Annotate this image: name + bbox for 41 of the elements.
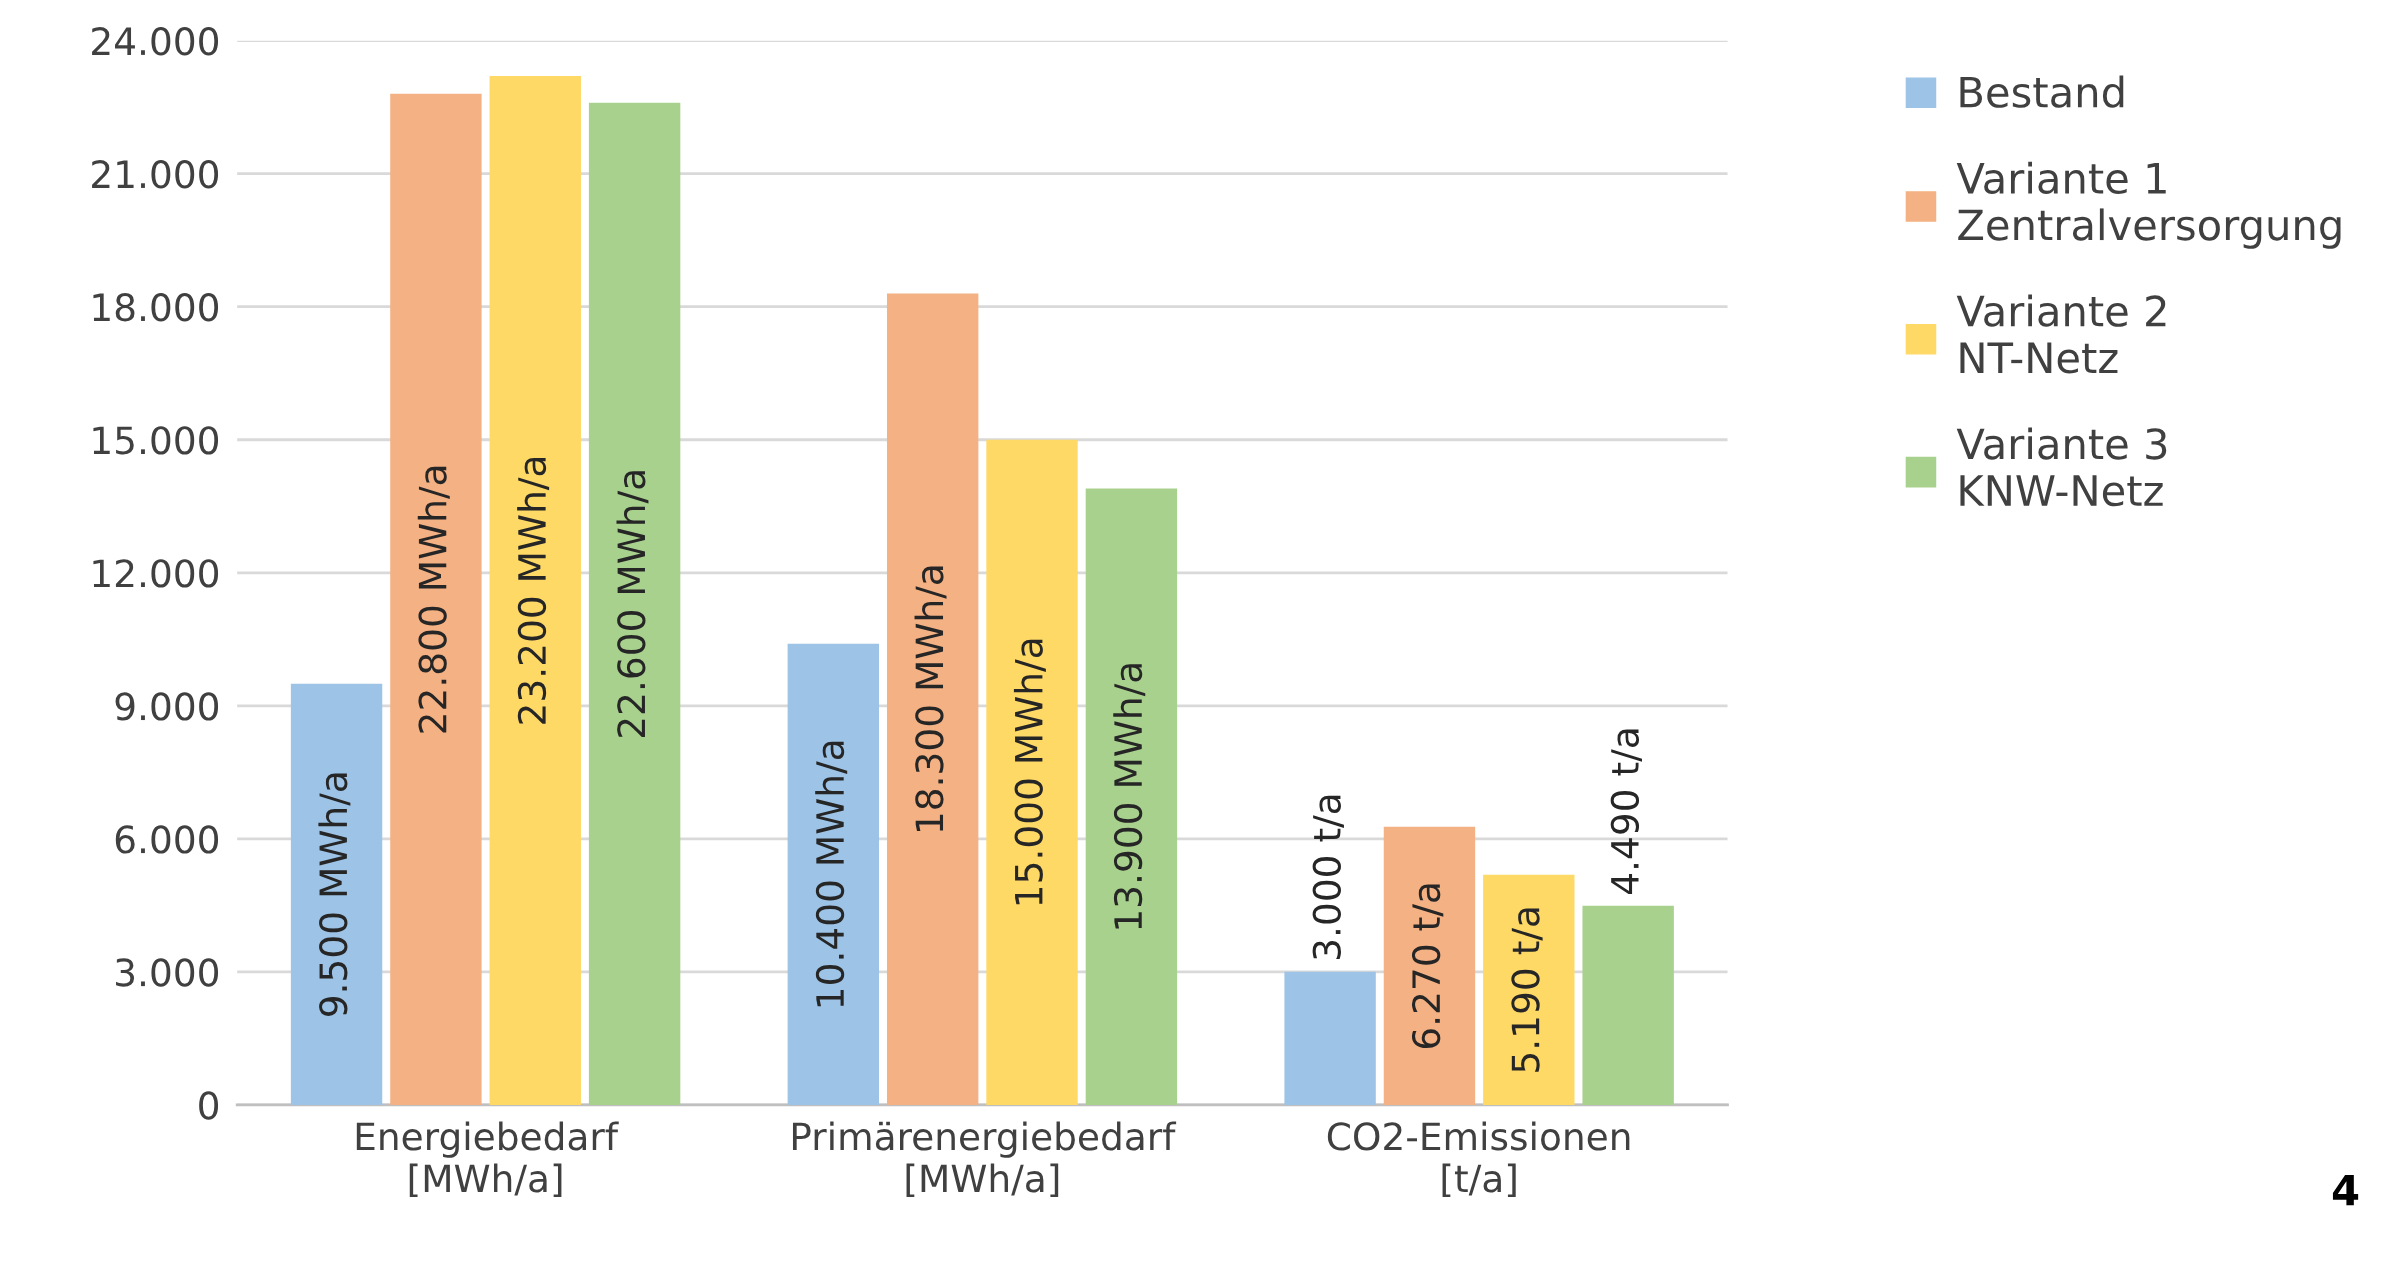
bar [1284,971,1376,1105]
bar [986,439,1078,1105]
legend-label: Variante 1 Zentralversorgung [1956,161,2341,249]
legend-label: Variante 2 NT-Netz [1956,294,2166,374]
data-label: 13.900 MWh/a [1113,664,1146,929]
bar [886,293,979,1105]
y-tick-label: 24.000 [92,27,219,56]
legend-label: Bestand [1960,75,2124,108]
data-label: 18.300 MWh/a [914,566,947,831]
bar [390,93,482,1105]
data-label: 4.490 t/a [1610,729,1642,894]
y-tick-label: 18.000 [93,293,219,322]
bar [1085,488,1178,1105]
x-tick-label: CO2-Emissionen [t/a] [1327,1121,1630,1197]
bar [1582,905,1674,1105]
x-tick-label: Primärenergiebedarf [MWh/a] [792,1121,1177,1197]
data-label: 5.190 t/a [1511,908,1543,1072]
data-label: 15.000 MWh/a [1013,639,1046,905]
data-label: 3.000 t/a [1312,795,1344,960]
text: 4 [2332,1174,2359,1206]
bar [489,76,581,1105]
y-tick-label: 9.000 [115,692,219,721]
bar [290,683,383,1105]
data-label: 22.600 MWh/a [616,471,649,738]
bar [1483,874,1575,1105]
y-tick-label: 12.000 [93,559,219,588]
y-tick-label: 3.000 [116,958,219,987]
legend-label: Variante 3 KNW-Netz [1956,427,2167,507]
y-tick-label: 21.000 [92,160,219,189]
y-tick-label: 15.000 [93,426,219,455]
data-label: 23.200 MWh/a [517,457,550,724]
y-tick-label: 6.000 [115,825,219,854]
data-label: 10.400 MWh/a [815,741,848,1007]
bar [1383,826,1476,1105]
y-tick-label: 0 [199,1091,219,1120]
bar [787,643,880,1105]
bar [588,102,681,1105]
x-tick-label: Energiebedarf [MWh/a] [356,1121,619,1197]
data-label: 22.800 MWh/a [417,466,450,733]
data-label: 6.270 t/a [1411,884,1444,1049]
data-label: 9.500 MWh/a [318,773,351,1016]
